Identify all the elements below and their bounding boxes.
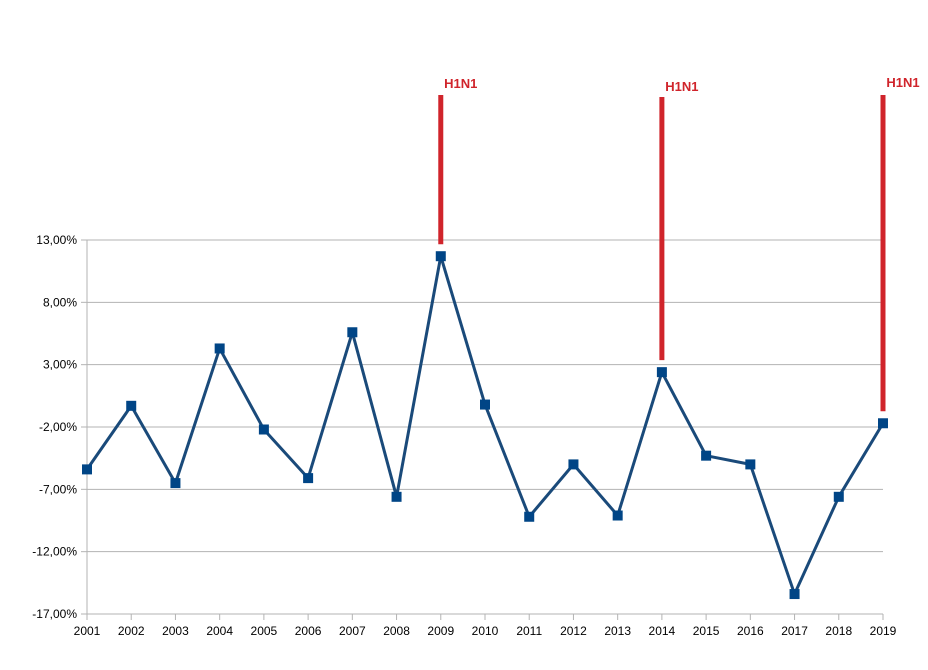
x-axis-ticks: 2001 2002 2003 2004 2005 2006 2007 2008 2009 2010… (74, 614, 897, 638)
x-tick-label: 2014 (649, 624, 676, 638)
y-tick-label: -7,00% (39, 482, 77, 496)
data-point (612, 510, 623, 521)
y-tick-label: 8,00% (43, 295, 77, 309)
series-line (85, 254, 885, 596)
grid-lines (87, 239, 883, 615)
data-point (435, 251, 446, 262)
y-tick-label: 13,00% (36, 233, 77, 247)
y-tick-label: 3,00% (43, 358, 77, 372)
data-point (170, 478, 181, 489)
x-tick-label: 2011 (516, 624, 542, 638)
x-tick-label: 2007 (339, 624, 366, 638)
data-point (258, 424, 269, 435)
data-point (656, 367, 667, 378)
annotation-label: H1N1 (886, 75, 919, 90)
annotations: H1N1 H1N1 H1N1 (438, 75, 920, 412)
x-tick-label: 2003 (162, 624, 189, 638)
y-axis-ticks: 13,00% 8,00% 3,00% -2,00% -7,00% -12,00% -17,0… (32, 233, 87, 621)
data-point (833, 491, 844, 502)
data-point (568, 459, 579, 470)
annotation-label: H1N1 (444, 76, 477, 91)
x-tick-label: 2016 (737, 624, 764, 638)
data-point (347, 327, 358, 338)
series (82, 251, 888, 600)
x-tick-label: 2017 (781, 624, 808, 638)
x-tick-label: 2008 (383, 624, 410, 638)
data-point (789, 589, 800, 600)
x-tick-label: 2006 (295, 624, 322, 638)
data-point (126, 400, 137, 411)
data-point (391, 491, 402, 502)
x-tick-label: 2001 (74, 624, 101, 638)
x-tick-label: 2010 (472, 624, 499, 638)
data-point (303, 473, 314, 484)
data-point (82, 464, 92, 475)
x-tick-label: 2009 (427, 624, 454, 638)
data-point (524, 511, 535, 522)
x-tick-label: 2015 (693, 624, 720, 638)
x-tick-label: 2005 (251, 624, 278, 638)
x-tick-label: 2013 (604, 624, 631, 638)
x-tick-label: 2004 (206, 624, 233, 638)
data-point (214, 343, 225, 354)
x-tick-label: 2012 (560, 624, 587, 638)
y-tick-label: -12,00% (32, 545, 77, 559)
annotation-label: H1N1 (665, 79, 698, 94)
y-tick-label: -2,00% (39, 420, 77, 434)
data-point (480, 399, 490, 410)
y-tick-label: -17,00% (32, 607, 77, 621)
data-point (701, 450, 712, 461)
data-point (745, 459, 756, 470)
data-point (878, 418, 888, 429)
x-tick-label: 2002 (118, 624, 145, 638)
x-tick-label: 2019 (870, 624, 897, 638)
x-tick-label: 2018 (825, 624, 852, 638)
